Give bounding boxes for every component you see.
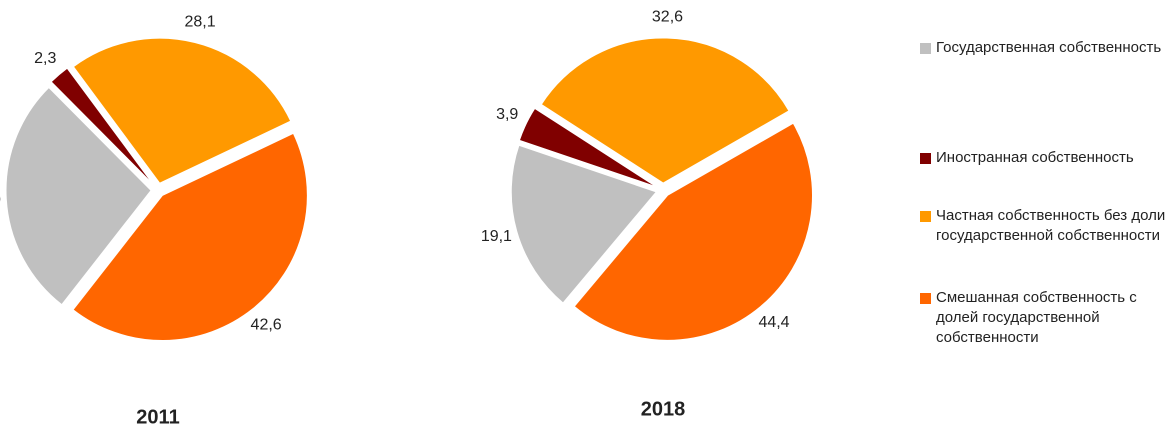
pie-slice xyxy=(518,107,657,188)
legend-label: Смешанная собственность с долей государс… xyxy=(936,289,1137,346)
pie-slice xyxy=(510,144,658,304)
chart: 27,0 2,3 28,1 42,6 2011 19,1 3,9 32,6 44,4 2018 xyxy=(0,8,813,428)
pie-slice xyxy=(72,132,308,341)
data-label: 3,9 xyxy=(496,106,518,123)
legend-swatch xyxy=(920,153,931,164)
legend-swatch xyxy=(920,293,931,304)
legend-swatch xyxy=(920,211,931,222)
data-label: 42,6 xyxy=(251,316,282,333)
pie-slice xyxy=(5,86,152,306)
pie-slice xyxy=(573,122,813,341)
legend-swatch xyxy=(920,43,931,54)
legend-item: Иностранная собственность xyxy=(920,148,1166,168)
data-label: 27,0 xyxy=(0,191,1,208)
legend-label: Частная собственность без доли государст… xyxy=(936,207,1166,244)
pie-slice xyxy=(540,37,790,184)
data-label: 32,6 xyxy=(652,8,683,25)
legend-label: Иностранная собственность xyxy=(936,149,1134,166)
pie-slice xyxy=(72,37,292,184)
data-label: 44,4 xyxy=(758,314,789,331)
legend-item: Частная собственность без доли государст… xyxy=(920,206,1166,246)
pie-slice xyxy=(50,67,154,186)
pie-title: 2018 xyxy=(641,398,686,420)
legend-item: Государственная собственность xyxy=(920,38,1166,58)
data-label: 2,3 xyxy=(34,50,56,67)
legend-label: Государственная собственность xyxy=(936,39,1162,56)
pie-title: 2011 xyxy=(136,406,179,428)
data-label: 28,1 xyxy=(184,13,215,30)
legend-item: Смешанная собственность с долей государс… xyxy=(920,288,1166,348)
data-label: 19,1 xyxy=(481,228,512,245)
